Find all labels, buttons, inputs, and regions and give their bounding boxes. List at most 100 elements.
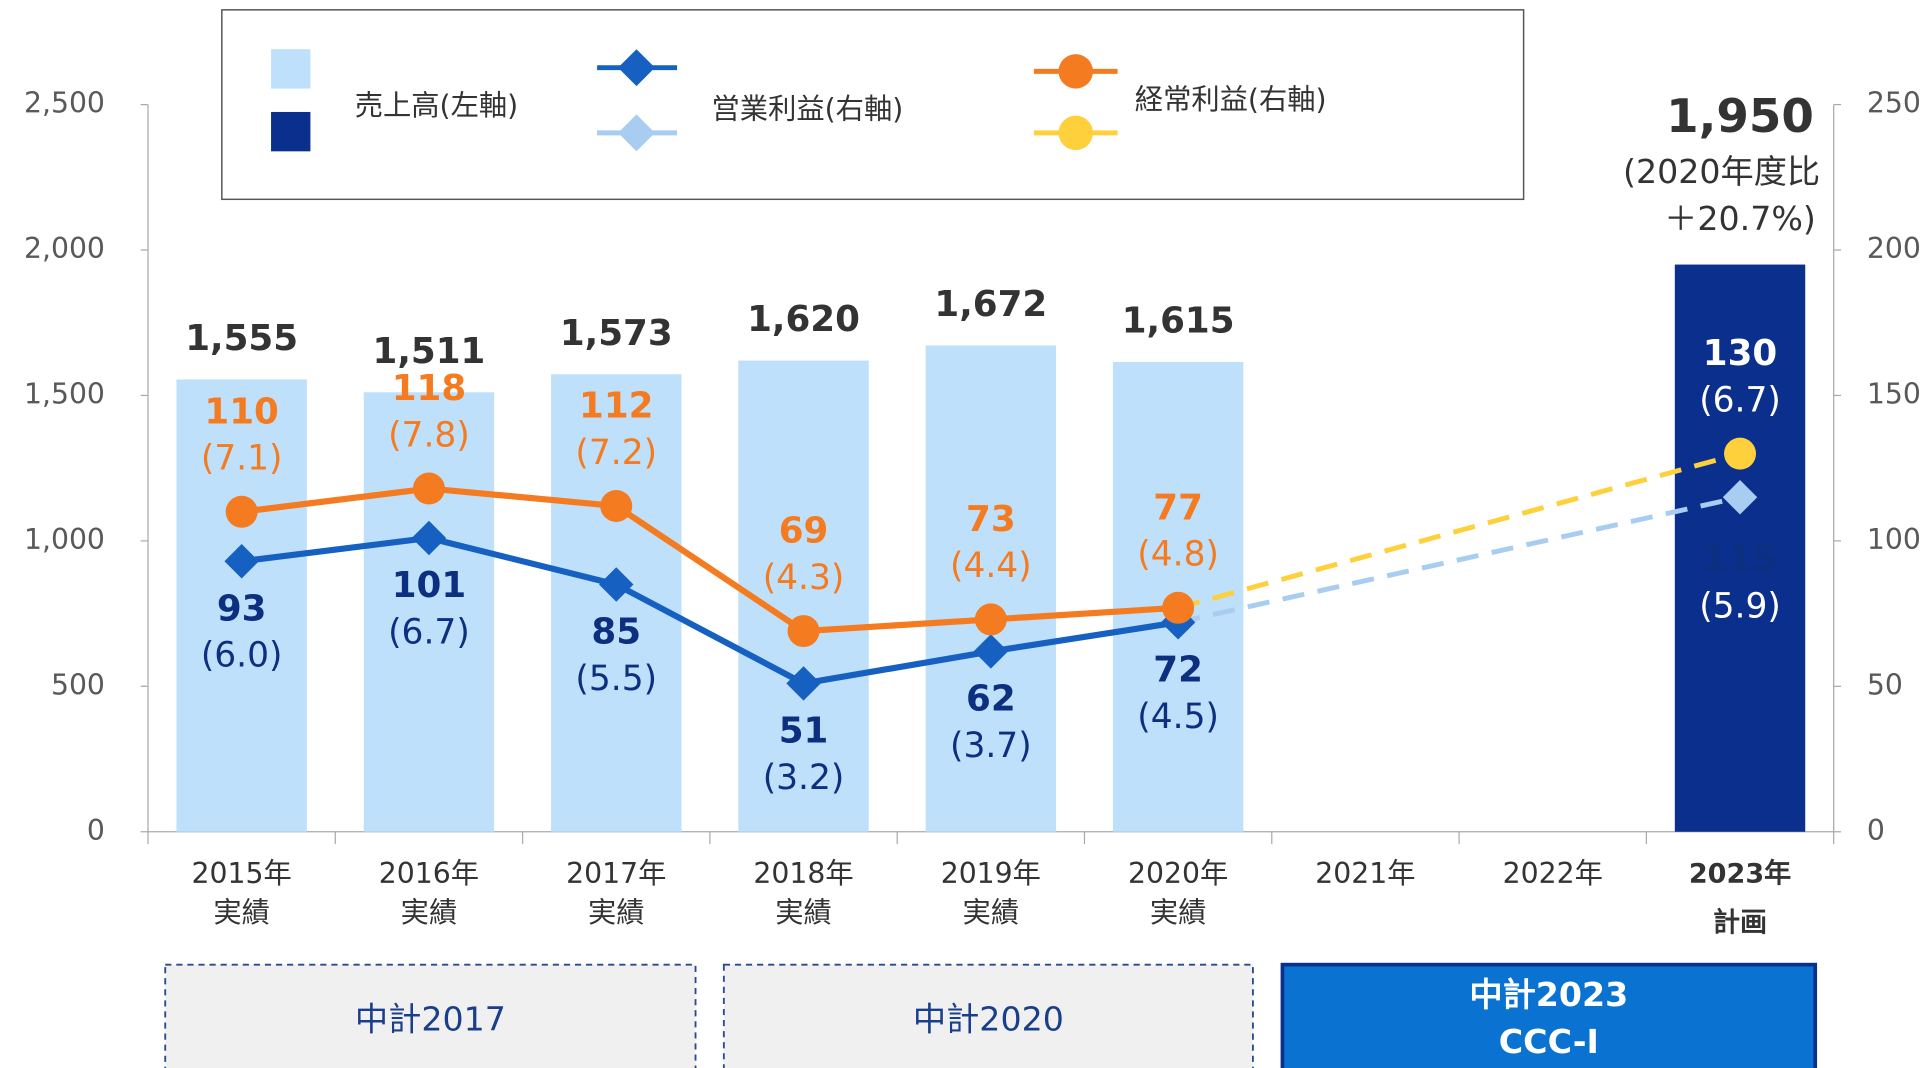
ratio-label: (7.8) (388, 415, 470, 455)
data-label: 93 (217, 588, 267, 629)
x-tick-label: 実績 (1150, 896, 1207, 929)
x-tick-label: 実績 (213, 896, 270, 929)
data-label: 112 (579, 386, 653, 427)
bar-value-label: 1,573 (560, 313, 673, 354)
legend-swatch (271, 111, 311, 152)
x-tick-label: 2019年 (941, 857, 1041, 890)
point (1724, 437, 1757, 470)
period-box (1280, 962, 1818, 1068)
y-tick-label: 1,000 (24, 523, 105, 556)
legend-label: 営業利益(右軸) (712, 93, 904, 126)
line (241, 485, 1179, 635)
point (787, 615, 820, 648)
bar-annotation: (2020年度比 (1623, 152, 1820, 191)
period-box (164, 963, 697, 1068)
bar-annotation: ＋20.7%) (1664, 199, 1816, 238)
data-label: 72 (1153, 650, 1203, 691)
point (600, 489, 633, 522)
data-label: 69 (779, 511, 829, 552)
period-label: 中計2020 (913, 1000, 1064, 1039)
ratio-label: (3.2) (763, 758, 845, 798)
y2-tick-label: 50 (1867, 668, 1903, 701)
y2-tick-label: 250 (1867, 87, 1921, 120)
x-tick-label: 2020年 (1128, 857, 1228, 890)
data-label: 115 (1703, 539, 1777, 580)
point (973, 634, 1009, 669)
legend-marker (1058, 54, 1093, 89)
y-tick-label: 2,000 (24, 232, 105, 265)
ratio-label: (7.1) (201, 439, 283, 479)
ratio-label: (4.4) (950, 546, 1032, 586)
bar (1674, 264, 1806, 832)
x-tick-label: 2022年 (1503, 857, 1603, 890)
ratio-label: (6.7) (388, 612, 470, 652)
y-tick-label: 500 (51, 668, 105, 701)
period-label: 中計2017 (355, 1000, 506, 1039)
data-label: 62 (966, 679, 1016, 720)
y-tick-label: 0 (87, 814, 105, 847)
legend-marker (1058, 115, 1093, 151)
bar (551, 374, 682, 832)
point (599, 567, 634, 602)
ratio-label: (6.0) (201, 636, 283, 676)
x-tick-label: 2018年 (753, 857, 853, 890)
y2-tick-label: 150 (1867, 377, 1921, 410)
bar (363, 392, 495, 832)
bar-value-label: 1,615 (1122, 301, 1235, 342)
ratio-label: (6.7) (1699, 380, 1781, 420)
legend-label: 経常利益(右軸) (1135, 83, 1327, 116)
ratio-label: (4.3) (763, 558, 845, 598)
period-label: CCC-Ⅰ (1499, 1022, 1599, 1061)
point (411, 520, 447, 556)
x-tick-label: 2016年 (379, 857, 479, 890)
point (1162, 591, 1195, 624)
bar-value-label: 1,620 (747, 299, 860, 340)
data-label: 77 (1153, 487, 1203, 528)
data-label: 51 (779, 711, 829, 752)
x-tick-label: 2023年 (1689, 857, 1791, 889)
x-tick-label: 2015年 (192, 857, 292, 890)
plan-line (1177, 451, 1741, 611)
legend-swatch (271, 49, 311, 89)
point (974, 603, 1007, 636)
y2-tick-label: 0 (1867, 814, 1885, 847)
ratio-label: (5.9) (1699, 586, 1781, 626)
ratio-label: (3.7) (950, 726, 1032, 766)
x-tick-label: 実績 (775, 896, 832, 929)
point (225, 495, 258, 528)
x-tick-label: 実績 (963, 896, 1020, 929)
x-tick-label: 計画 (1713, 907, 1767, 939)
x-tick-label: 2021年 (1315, 857, 1415, 890)
bar-value-label: 1,555 (185, 318, 298, 359)
y-tick-label: 1,500 (24, 377, 105, 410)
ratio-label: (4.8) (1137, 535, 1219, 575)
bar-value-label: 1,511 (373, 331, 486, 372)
bar (738, 360, 869, 832)
x-tick-label: 2017年 (566, 857, 666, 890)
point (412, 472, 445, 505)
period-box (722, 963, 1254, 1068)
ratio-label: (7.2) (575, 433, 657, 473)
ratio-label: (4.5) (1137, 697, 1219, 737)
x-tick-label: 実績 (401, 896, 458, 929)
bar-value-label: 1,950 (1666, 90, 1814, 144)
data-label: 118 (392, 368, 466, 409)
data-label: 85 (591, 612, 641, 653)
point (1722, 480, 1758, 515)
bar-value-label: 1,672 (934, 284, 1047, 325)
bar (176, 379, 307, 832)
period-label: 中計2023 (1469, 975, 1628, 1014)
point (786, 666, 821, 701)
y2-tick-label: 100 (1867, 523, 1921, 556)
data-label: 130 (1703, 333, 1777, 374)
bar (925, 345, 1057, 832)
ratio-label: (5.5) (575, 659, 657, 699)
data-label: 110 (204, 391, 278, 432)
y-tick-label: 2,500 (24, 87, 105, 120)
legend-box (221, 9, 1525, 201)
data-label: 73 (966, 499, 1016, 540)
plan-line (1177, 494, 1741, 625)
legend-label: 売上高(左軸) (355, 89, 518, 122)
line (241, 534, 1179, 687)
